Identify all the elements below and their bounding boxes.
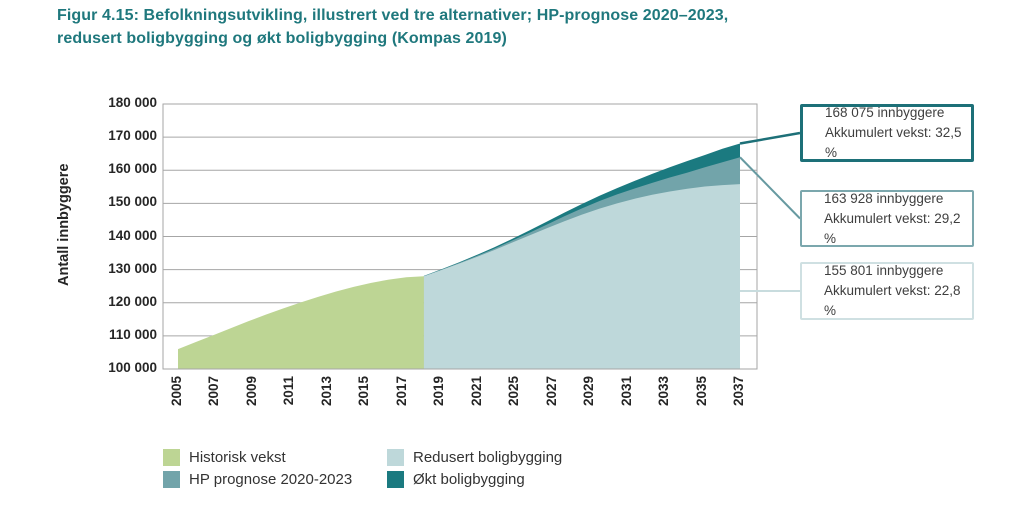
callout-connector-line: [739, 156, 801, 220]
legend-label: Historisk vekst: [189, 449, 286, 466]
legend-item-historisk-vekst: Historisk vekst: [163, 449, 286, 466]
area-historisk-vekst: [178, 276, 424, 369]
figure-title: Figur 4.15: Befolkningsutvikling, illust…: [57, 5, 957, 50]
area-redusert-boligbygging: [423, 184, 740, 369]
callout-box-hp-prognose: 163 928 innbyggere Akkumulert vekst: 29,…: [800, 190, 974, 247]
legend-item-redusert-boligbygging: Redusert boligbygging: [387, 449, 562, 466]
legend-swatch-okt-boligbygging: [387, 471, 404, 488]
legend-label: Redusert boligbygging: [413, 449, 563, 466]
callout-growth: Akkumulert vekst: 29,2 %: [824, 210, 961, 246]
callout-value: 168 075 innbyggere: [825, 105, 945, 120]
callout-value: 155 801 innbyggere: [824, 263, 944, 278]
legend-swatch-redusert-boligbygging: [387, 449, 404, 466]
figure-title-line2: redusert boligbygging og økt boligbyggin…: [57, 29, 507, 47]
plot-border: [162, 103, 758, 370]
figure-title-line1: Figur 4.15: Befolkningsutvikling, illust…: [57, 7, 729, 24]
callout-box-okt-boligbygging: 168 075 innbyggere Akkumulert vekst: 32,…: [800, 104, 974, 162]
callout-connector-line: [739, 131, 801, 145]
legend-swatch-historisk-vekst: [163, 449, 180, 466]
legend-item-okt-boligbygging: Økt boligbygging: [387, 471, 525, 488]
legend-label: Økt boligbygging: [413, 471, 525, 488]
legend-label: HP prognose 2020-2023: [189, 471, 353, 488]
callout-box-redusert-boligbygging: 155 801 innbyggere Akkumulert vekst: 22,…: [800, 262, 974, 320]
legend-swatch-hp-prognose: [163, 471, 180, 488]
legend-item-hp-prognose: HP prognose 2020-2023: [163, 471, 352, 488]
callout-value: 163 928 innbyggere: [824, 190, 944, 206]
callout-growth: Akkumulert vekst: 22,8 %: [824, 283, 961, 318]
callout-growth: Akkumulert vekst: 32,5 %: [825, 125, 962, 160]
